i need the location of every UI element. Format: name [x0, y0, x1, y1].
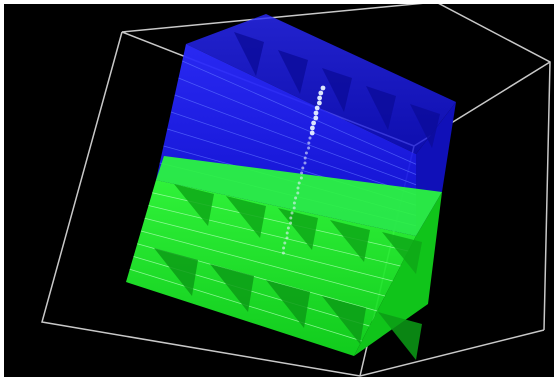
particle	[309, 137, 312, 140]
particle	[297, 187, 300, 190]
particle	[310, 126, 315, 131]
particle	[296, 192, 299, 195]
particle	[301, 167, 304, 170]
particle	[305, 152, 308, 155]
particle	[307, 147, 310, 150]
particle	[282, 247, 285, 250]
particle	[321, 86, 326, 91]
particle	[283, 242, 286, 245]
particle	[317, 96, 322, 101]
particle	[314, 111, 319, 116]
sawtooth-notch	[378, 312, 422, 360]
particle	[286, 232, 289, 235]
particle	[293, 202, 296, 205]
particle	[289, 222, 292, 225]
particle	[310, 131, 315, 136]
particle	[300, 172, 303, 175]
particle	[293, 207, 296, 210]
particle	[298, 182, 301, 185]
particle	[294, 197, 297, 200]
particle	[286, 237, 289, 240]
particle	[313, 116, 318, 121]
particle	[315, 106, 320, 111]
particle	[307, 142, 310, 145]
particle	[287, 227, 290, 230]
particle	[304, 162, 307, 165]
particle	[289, 217, 292, 220]
particle	[317, 101, 322, 106]
particle	[311, 121, 316, 126]
particle	[318, 91, 323, 96]
3d-viewport[interactable]	[4, 4, 554, 377]
voxel-scene	[4, 4, 554, 377]
particle	[282, 252, 285, 255]
particle	[291, 212, 294, 215]
particle	[300, 177, 303, 180]
particle	[304, 157, 307, 160]
